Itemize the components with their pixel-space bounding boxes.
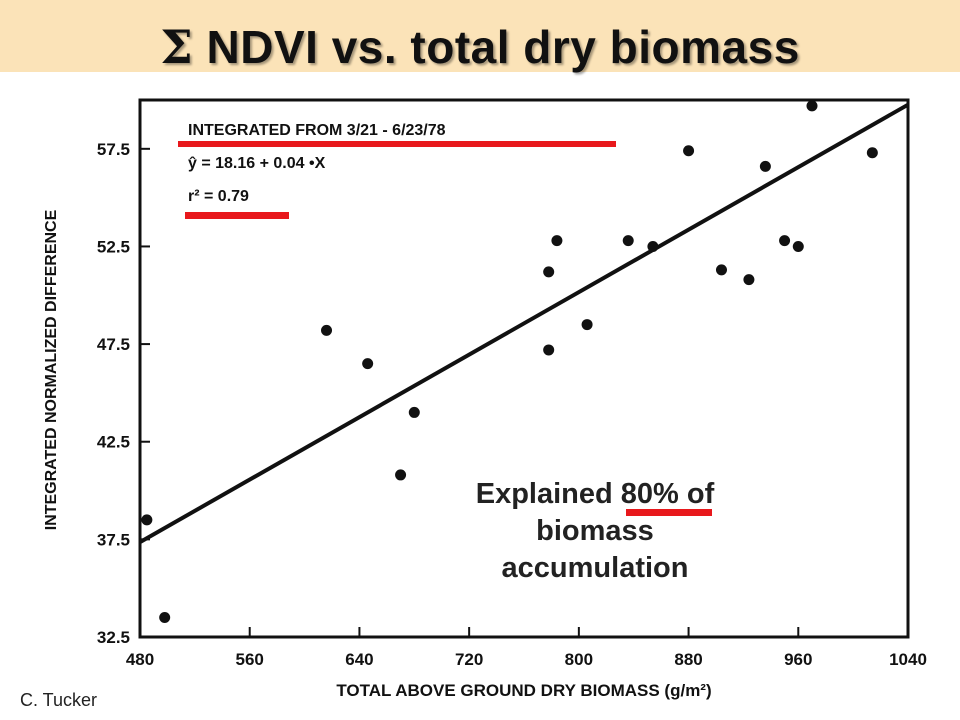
sigma-symbol: Σ [160,20,194,74]
y-axis-ticks: 32.5 37.5 42.5 47.5 52.5 57.5 [97,140,150,647]
x-tick-label: 720 [455,650,483,669]
x-tick-label: 880 [674,650,702,669]
data-point [715,264,727,276]
data-point [866,147,878,159]
data-point [792,240,804,252]
data-point [141,514,153,526]
slide-title: Σ NDVI vs. total dry biomass [0,20,960,74]
y-tick-label: 47.5 [97,335,130,354]
data-point [806,100,818,112]
x-tick-label: 560 [236,650,264,669]
x-tick-label: 640 [345,650,373,669]
data-point [581,319,593,331]
annotation-line-1: Explained 80% of [420,476,770,513]
data-point [395,469,407,481]
data-point [408,406,420,418]
legend-range-text: INTEGRATED FROM 3/21 - 6/23/78 [188,122,446,139]
x-tick-label: 480 [126,650,154,669]
data-point [743,274,755,286]
x-tick-label: 960 [784,650,812,669]
annotation-highlight: 80% [620,478,679,510]
highlight-underline-range [178,141,616,147]
y-tick-label: 42.5 [97,433,130,452]
data-point [683,145,695,157]
data-point [622,235,634,247]
highlight-underline-r2 [185,212,289,219]
title-text: NDVI vs. total dry biomass [206,21,800,73]
data-point [647,240,659,252]
x-tick-label: 800 [565,650,593,669]
data-point [543,344,555,356]
y-tick-label: 57.5 [97,140,130,159]
y-tick-label: 32.5 [97,628,130,647]
highlight-underline-80pct [626,509,712,516]
annotation-post: of [678,478,715,510]
data-point [362,358,374,370]
regression-line [139,102,909,544]
legend-equation-text: ŷ = 18.16 + 0.04 •X [188,155,326,172]
plot-frame [138,98,910,639]
x-axis-label: TOTAL ABOVE GROUND DRY BIOMASS (g/m²) [336,681,711,700]
legend-r2-text: r² = 0.79 [188,188,249,205]
data-point [159,611,171,623]
annotation-text: Explained 80% of biomass accumulation [420,476,770,587]
y-tick-label: 37.5 [97,530,130,549]
y-tick-label: 52.5 [97,237,130,256]
data-points [141,100,878,623]
annotation-line-3: accumulation [501,552,689,584]
data-point [779,235,791,247]
data-point [759,160,771,172]
x-axis-ticks: 480 560 640 720 800 880 960 1040 [126,627,927,669]
title-band [0,0,960,72]
annotation-line-2: biomass [536,515,654,547]
data-point [321,324,333,336]
data-point [551,235,563,247]
x-tick-label: 1040 [889,650,927,669]
data-point [543,266,555,278]
credit-text: C. Tucker [20,690,98,710]
annotation-pre: Explained [475,478,621,510]
y-axis-label: INTEGRATED NORMALIZED DIFFERENCE [43,209,60,530]
